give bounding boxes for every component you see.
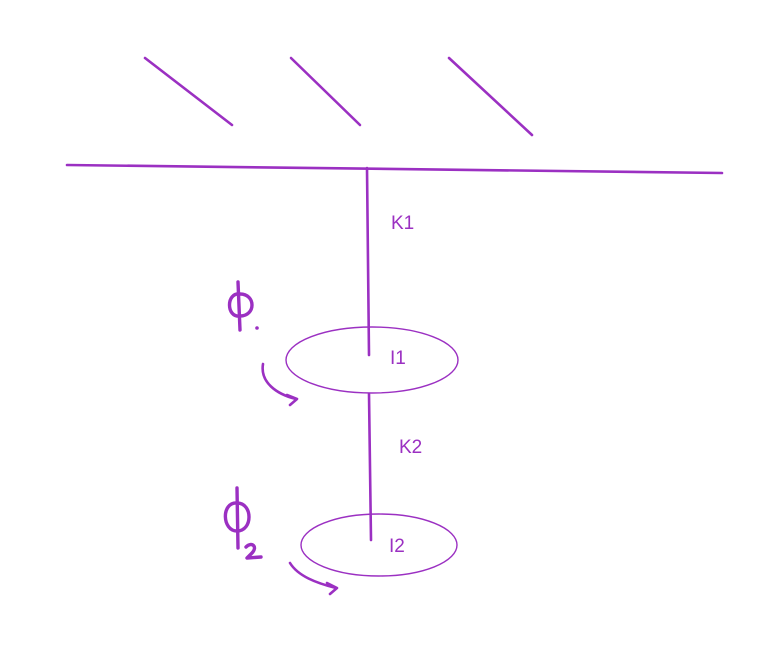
hatch-mark xyxy=(447,56,534,137)
shaft-k1 xyxy=(365,166,371,357)
shaft-k1-label: K1 xyxy=(391,213,414,234)
phi2-symbol: Φ2 xyxy=(223,486,263,560)
disk-i1 xyxy=(285,326,459,394)
disk-i1-label: I1 xyxy=(390,348,406,369)
hatch-mark xyxy=(143,56,234,127)
shaft-k2 xyxy=(367,392,373,542)
phi1-symbol: Φ1 xyxy=(227,280,259,332)
hatch-mark xyxy=(289,56,362,127)
phi2-rotation-arrow-icon xyxy=(288,561,339,596)
disk-i2 xyxy=(300,513,458,577)
disk-i2-label: I2 xyxy=(389,536,405,557)
ceiling-line xyxy=(65,163,724,175)
phi1-rotation-arrow-icon xyxy=(261,362,299,407)
shaft-k2-label: K2 xyxy=(399,437,422,458)
support-hatching xyxy=(143,56,534,137)
